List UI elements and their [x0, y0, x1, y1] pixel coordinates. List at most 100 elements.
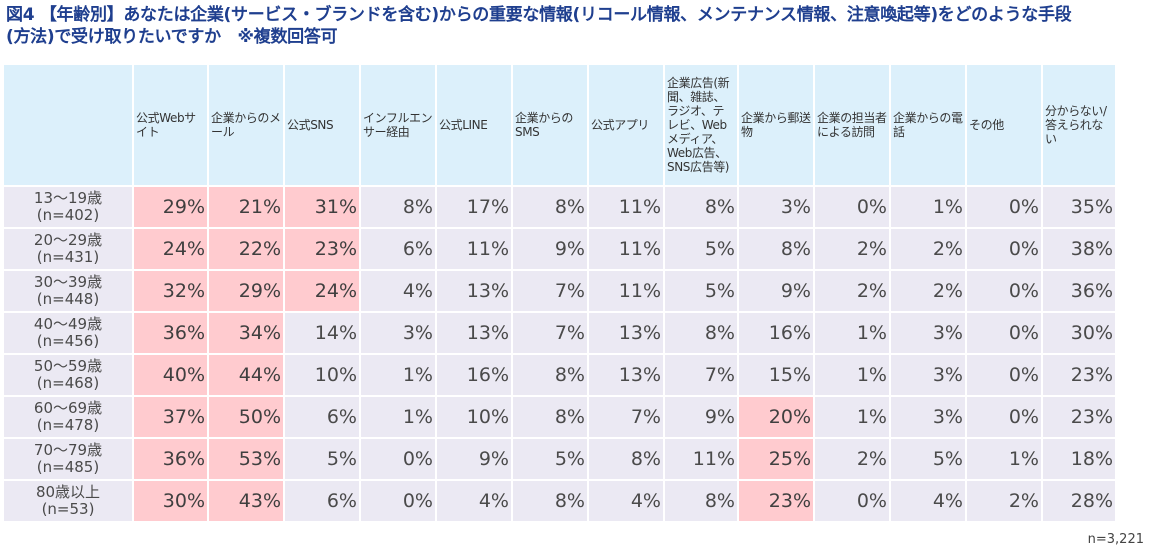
column-header: 公式Webサイト — [134, 65, 207, 185]
sample-size-label: (n=468) — [36, 374, 100, 392]
percentage-cell: 1% — [815, 313, 889, 353]
percentage-cell: 24% — [285, 271, 359, 311]
percentage-cell: 11% — [589, 187, 663, 227]
sample-size-note: n=3,221 — [1087, 532, 1144, 547]
percentage-cell: 7% — [513, 313, 587, 353]
percentage-cell: 4% — [891, 481, 965, 521]
table-row: 80歳以上 (n=53) 30% 43% 6% 0% 4% 8% 4% 8% 23% 0% 4% 2% 28… — [4, 481, 1115, 521]
sample-size-label: (n=53) — [41, 500, 95, 518]
percentage-cell: 23% — [1043, 397, 1115, 437]
column-header: 企業からのSMS — [513, 65, 587, 185]
percentage-cell: 36% — [1043, 271, 1115, 311]
percentage-cell: 3% — [891, 355, 965, 395]
percentage-cell: 9% — [665, 397, 737, 437]
age-group-label: 40〜49歳 — [33, 315, 103, 333]
table-row: 13〜19歳 (n=402) 29% 21% 31% 8% 17% 8% 11% 8% 3% 0% 1%… — [4, 187, 1115, 227]
percentage-cell: 8% — [665, 187, 737, 227]
percentage-cell: 7% — [513, 271, 587, 311]
percentage-cell: 9% — [437, 439, 511, 479]
percentage-cell: 36% — [134, 313, 207, 353]
percentage-cell: 13% — [437, 313, 511, 353]
percentage-cell: 0% — [967, 313, 1041, 353]
percentage-cell: 29% — [134, 187, 207, 227]
percentage-cell: 35% — [1043, 187, 1115, 227]
percentage-cell: 36% — [134, 439, 207, 479]
percentage-cell: 44% — [209, 355, 283, 395]
percentage-cell: 28% — [1043, 481, 1115, 521]
percentage-cell: 5% — [665, 271, 737, 311]
percentage-cell: 23% — [1043, 355, 1115, 395]
row-label: 40〜49歳 (n=456) — [4, 313, 132, 353]
column-header: 企業からのメール — [209, 65, 283, 185]
percentage-cell: 16% — [739, 313, 813, 353]
percentage-cell: 1% — [361, 355, 435, 395]
percentage-cell: 3% — [739, 187, 813, 227]
percentage-cell: 5% — [891, 439, 965, 479]
percentage-cell: 0% — [361, 481, 435, 521]
percentage-cell: 11% — [589, 271, 663, 311]
percentage-cell: 37% — [134, 397, 207, 437]
percentage-cell: 4% — [361, 271, 435, 311]
row-label: 60〜69歳 (n=478) — [4, 397, 132, 437]
column-header: 企業広告(新聞、雑誌、ラジオ、テレビ、Webメディア、Web広告、SNS広告等) — [665, 65, 737, 185]
percentage-cell: 23% — [739, 481, 813, 521]
percentage-cell: 13% — [589, 313, 663, 353]
percentage-cell: 21% — [209, 187, 283, 227]
column-header: 分からない/答えられない — [1043, 65, 1115, 185]
age-group-label: 60〜69歳 — [33, 399, 103, 417]
sample-size-label: (n=448) — [36, 290, 100, 308]
percentage-cell: 10% — [285, 355, 359, 395]
percentage-cell: 0% — [967, 229, 1041, 269]
percentage-cell: 32% — [134, 271, 207, 311]
percentage-cell: 0% — [815, 187, 889, 227]
percentage-cell: 11% — [665, 439, 737, 479]
row-label: 70〜79歳 (n=485) — [4, 439, 132, 479]
percentage-cell: 53% — [209, 439, 283, 479]
percentage-cell: 2% — [891, 229, 965, 269]
row-label: 30〜39歳 (n=448) — [4, 271, 132, 311]
percentage-cell: 6% — [285, 397, 359, 437]
percentage-cell: 0% — [967, 355, 1041, 395]
percentage-cell: 0% — [967, 271, 1041, 311]
age-group-label: 80歳以上 — [35, 483, 101, 501]
chart-title: 図4 【年齢別】あなたは企業(サービス・ブランドを含む)からの重要な情報(リコー… — [6, 4, 1152, 48]
percentage-cell: 30% — [134, 481, 207, 521]
percentage-cell: 9% — [739, 271, 813, 311]
percentage-cell: 34% — [209, 313, 283, 353]
percentage-cell: 8% — [513, 397, 587, 437]
percentage-cell: 2% — [815, 439, 889, 479]
percentage-cell: 15% — [739, 355, 813, 395]
table-row: 50〜59歳 (n=468) 40% 44% 10% 1% 16% 8% 13% 7% 15% 1% 3… — [4, 355, 1115, 395]
chart-title-line2: (方法)で受け取りたいですか ※複数回答可 — [6, 27, 338, 47]
column-header: 公式SNS — [285, 65, 359, 185]
percentage-cell: 38% — [1043, 229, 1115, 269]
age-group-label: 30〜39歳 — [33, 273, 103, 291]
percentage-cell: 6% — [285, 481, 359, 521]
percentage-cell: 14% — [285, 313, 359, 353]
percentage-cell: 0% — [815, 481, 889, 521]
percentage-cell: 1% — [891, 187, 965, 227]
percentage-cell: 2% — [967, 481, 1041, 521]
percentage-cell: 5% — [665, 229, 737, 269]
percentage-cell: 23% — [285, 229, 359, 269]
sample-size-label: (n=431) — [36, 248, 100, 266]
percentage-cell: 31% — [285, 187, 359, 227]
percentage-cell: 8% — [665, 481, 737, 521]
age-group-label: 13〜19歳 — [33, 189, 103, 207]
sample-size-label: (n=456) — [36, 332, 100, 350]
percentage-cell: 2% — [891, 271, 965, 311]
percentage-cell: 30% — [1043, 313, 1115, 353]
percentage-cell: 8% — [513, 355, 587, 395]
table-row: 30〜39歳 (n=448) 32% 29% 24% 4% 13% 7% 11% 5% 9% 2% 2%… — [4, 271, 1115, 311]
percentage-cell: 8% — [665, 313, 737, 353]
percentage-cell: 5% — [513, 439, 587, 479]
percentage-cell: 9% — [513, 229, 587, 269]
percentage-cell: 3% — [891, 397, 965, 437]
percentage-cell: 10% — [437, 397, 511, 437]
percentage-cell: 8% — [513, 481, 587, 521]
percentage-cell: 16% — [437, 355, 511, 395]
percentage-cell: 2% — [815, 271, 889, 311]
results-table: 公式Webサイト 企業からのメール 公式SNS インフルエンサー経由 公式LIN… — [2, 63, 1117, 523]
header-corner — [4, 65, 132, 185]
percentage-cell: 24% — [134, 229, 207, 269]
